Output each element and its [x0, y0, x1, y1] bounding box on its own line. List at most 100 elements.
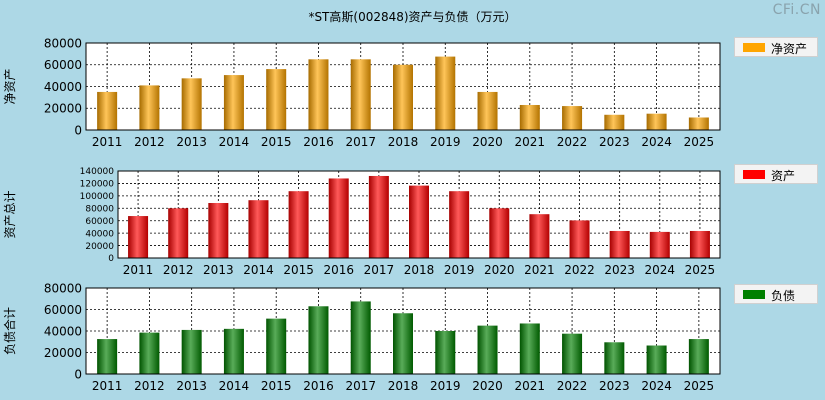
bar-total-liabilities-2017 — [350, 301, 371, 374]
legend-net-assets: 净资产 — [734, 37, 818, 57]
legend-label-net-assets: 净资产 — [771, 42, 808, 56]
x-tick-label: 2023 — [599, 135, 630, 149]
bar-net-assets-2025 — [688, 117, 709, 130]
y-tick-label: 40000 — [44, 80, 82, 94]
bar-net-assets-2021 — [519, 104, 540, 130]
x-tick-label: 2020 — [484, 263, 515, 277]
bar-total-assets-2022 — [569, 220, 590, 258]
bar-total-liabilities-2023 — [604, 342, 625, 374]
x-tick-label: 2012 — [163, 263, 194, 277]
x-tick-label: 2021 — [524, 263, 555, 277]
x-tick-label: 2021 — [515, 379, 546, 393]
x-tick-label: 2015 — [283, 263, 314, 277]
bar-total-assets-2021 — [529, 214, 550, 258]
bar-total-liabilities-2011 — [97, 339, 118, 374]
plot-border — [117, 170, 721, 259]
y-tick-label: 120000 — [80, 180, 115, 190]
x-tick-label: 2017 — [364, 263, 395, 277]
legend-assets: 资产 — [734, 164, 818, 184]
bar-net-assets-2022 — [562, 106, 583, 130]
bar-total-liabilities-2012 — [139, 332, 160, 374]
bar-total-assets-2024 — [649, 231, 670, 258]
bar-total-assets-2016 — [328, 178, 349, 258]
y-axis-title: 负债合计 — [2, 307, 17, 355]
chart-title: *ST高斯(002848)资产与负债（万元） — [308, 10, 517, 24]
y-tick-label: 20000 — [44, 102, 82, 116]
legend-swatch-assets — [743, 170, 765, 179]
bar-net-assets-2012 — [139, 85, 160, 130]
bar-total-assets-2017 — [368, 175, 389, 258]
x-tick-label: 2016 — [303, 135, 334, 149]
bar-total-liabilities-2018 — [393, 313, 413, 374]
x-tick-label: 2021 — [515, 135, 546, 149]
x-tick-label: 2018 — [388, 379, 419, 393]
bar-net-assets-2023 — [604, 114, 625, 130]
x-tick-label: 2018 — [404, 263, 435, 277]
bar-net-assets-2014 — [223, 75, 244, 130]
bar-net-assets-2013 — [181, 78, 202, 130]
x-tick-label: 2025 — [685, 263, 716, 277]
y-tick-label: 80000 — [44, 281, 82, 295]
y-tick-label: 40000 — [44, 324, 82, 338]
x-tick-label: 2022 — [564, 263, 595, 277]
x-tick-label: 2023 — [604, 263, 635, 277]
x-tick-label: 2014 — [219, 135, 250, 149]
x-tick-label: 2022 — [557, 135, 588, 149]
x-tick-label: 2020 — [472, 135, 503, 149]
x-tick-label: 2020 — [472, 379, 503, 393]
y-tick-label: 60000 — [44, 303, 82, 317]
y-tick-label: 0 — [74, 123, 82, 137]
bar-total-liabilities-2024 — [646, 345, 667, 374]
bar-net-assets-2024 — [646, 113, 667, 130]
legend-swatch-net-assets — [743, 43, 765, 52]
x-tick-label: 2016 — [303, 379, 334, 393]
x-tick-label: 2016 — [323, 263, 354, 277]
legend-liabilities: 负债 — [734, 284, 818, 304]
x-tick-label: 2014 — [219, 379, 250, 393]
bar-total-liabilities-2015 — [266, 318, 287, 374]
y-tick-label: 140000 — [80, 167, 115, 177]
x-tick-label: 2017 — [345, 135, 376, 149]
x-tick-label: 2025 — [684, 379, 715, 393]
bar-net-assets-2018 — [393, 64, 413, 130]
legend-swatch-liabilities — [743, 290, 765, 299]
x-tick-label: 2012 — [134, 135, 165, 149]
x-tick-label: 2015 — [261, 135, 292, 149]
bar-total-assets-2011 — [128, 216, 149, 258]
bar-net-assets-2017 — [350, 59, 371, 130]
bar-total-assets-2012 — [168, 208, 189, 258]
x-tick-label: 2023 — [599, 379, 630, 393]
y-tick-label: 60000 — [44, 58, 82, 72]
bar-total-assets-2013 — [208, 203, 229, 258]
x-tick-label: 2024 — [641, 135, 672, 149]
bar-total-assets-2019 — [449, 191, 470, 258]
y-tick-label: 80000 — [44, 36, 82, 50]
x-tick-label: 2024 — [641, 379, 672, 393]
plot-border — [85, 287, 721, 375]
bar-total-liabilities-2025 — [688, 339, 709, 374]
bar-net-assets-2016 — [308, 59, 329, 130]
bar-net-assets-2020 — [477, 91, 498, 130]
x-tick-label: 2013 — [203, 263, 234, 277]
y-tick-label: 40000 — [85, 229, 114, 239]
bar-total-liabilities-2016 — [308, 306, 329, 374]
y-axis-title: 净资产 — [3, 68, 17, 104]
y-tick-label: 60000 — [85, 217, 114, 227]
x-tick-label: 2015 — [261, 379, 292, 393]
x-tick-label: 2019 — [430, 379, 461, 393]
x-tick-label: 2011 — [123, 263, 154, 277]
x-tick-label: 2024 — [645, 263, 676, 277]
y-tick-label: 20000 — [44, 346, 82, 360]
bar-net-assets-2019 — [435, 56, 456, 130]
bar-net-assets-2015 — [266, 69, 287, 130]
y-tick-label: 80000 — [85, 205, 114, 215]
chart-total-assets: 0 20000 40000 60000 80000 100000 120000 140000 2… — [3, 167, 721, 277]
chart-total-liabilities: 0 20000 40000 60000 80000 2011 2012 2013 2014 201… — [2, 281, 721, 393]
bar-total-liabilities-2020 — [477, 325, 498, 374]
bar-total-liabilities-2019 — [435, 331, 456, 374]
x-tick-label: 2018 — [388, 135, 419, 149]
bar-net-assets-2011 — [97, 91, 118, 130]
y-tick-label: 100000 — [80, 192, 115, 202]
bar-total-assets-2025 — [689, 230, 710, 258]
